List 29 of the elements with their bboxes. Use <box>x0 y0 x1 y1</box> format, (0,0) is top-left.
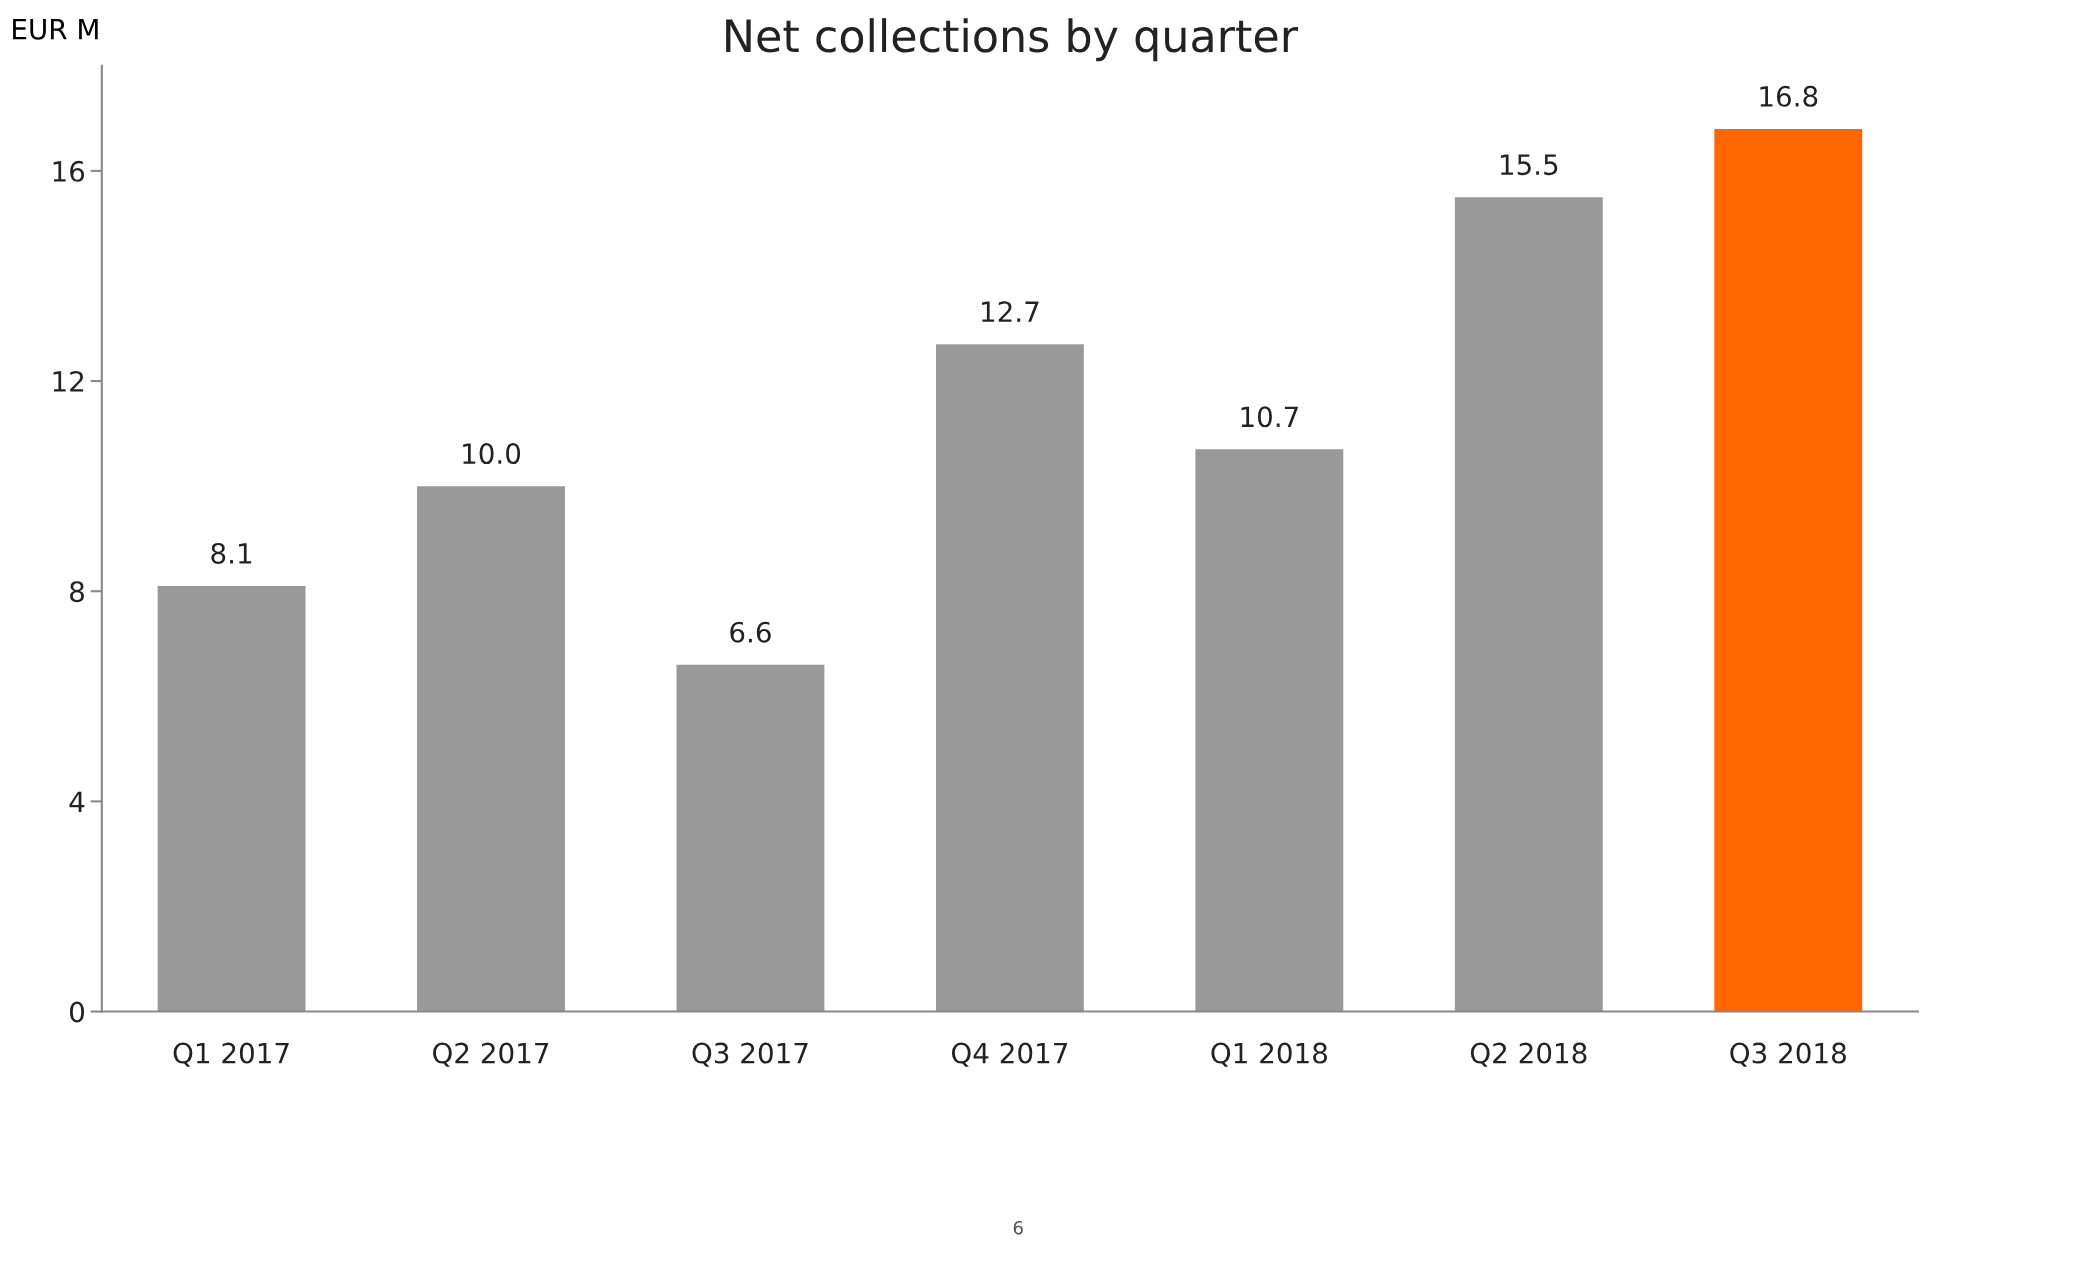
x-tick-label: Q1 2018 <box>1211 1042 1327 1067</box>
chart-title: Net collections by quarter <box>726 18 1299 62</box>
data-label: 12.7 <box>982 301 1039 322</box>
bar <box>1454 197 1603 1012</box>
x-tick-label: Q4 2017 <box>951 1042 1068 1067</box>
data-label: 6.6 <box>730 621 771 643</box>
y-tick-label: 12 <box>53 371 84 392</box>
data-label: 10.7 <box>1241 406 1298 428</box>
bar <box>417 486 565 1012</box>
bar <box>157 585 306 1012</box>
bar <box>1714 128 1863 1012</box>
bar <box>935 344 1084 1012</box>
data-label: 10.0 <box>463 443 521 465</box>
y-tick-label: 4 <box>69 791 85 812</box>
y-tick-label: 8 <box>70 581 84 603</box>
y-tick-label: 16 <box>53 160 85 182</box>
x-tick-label: Q3 2017 <box>692 1042 808 1067</box>
data-label: 8.1 <box>211 542 252 564</box>
y-axis-title: EUR M <box>13 19 98 40</box>
x-tick-label: Q2 2018 <box>1470 1042 1587 1067</box>
bar <box>676 664 825 1012</box>
x-tick-label: Q2 2017 <box>433 1042 549 1067</box>
data-label: 15.5 <box>1500 154 1558 176</box>
data-label: 16.8 <box>1760 85 1818 107</box>
x-tick-label: Q1 2017 <box>173 1042 289 1067</box>
bar <box>1195 449 1344 1012</box>
x-tick-label: Q3 2018 <box>1730 1042 1846 1067</box>
text: 6 <box>1013 1220 1023 1235</box>
y-tick-label: 0 <box>70 1001 85 1023</box>
